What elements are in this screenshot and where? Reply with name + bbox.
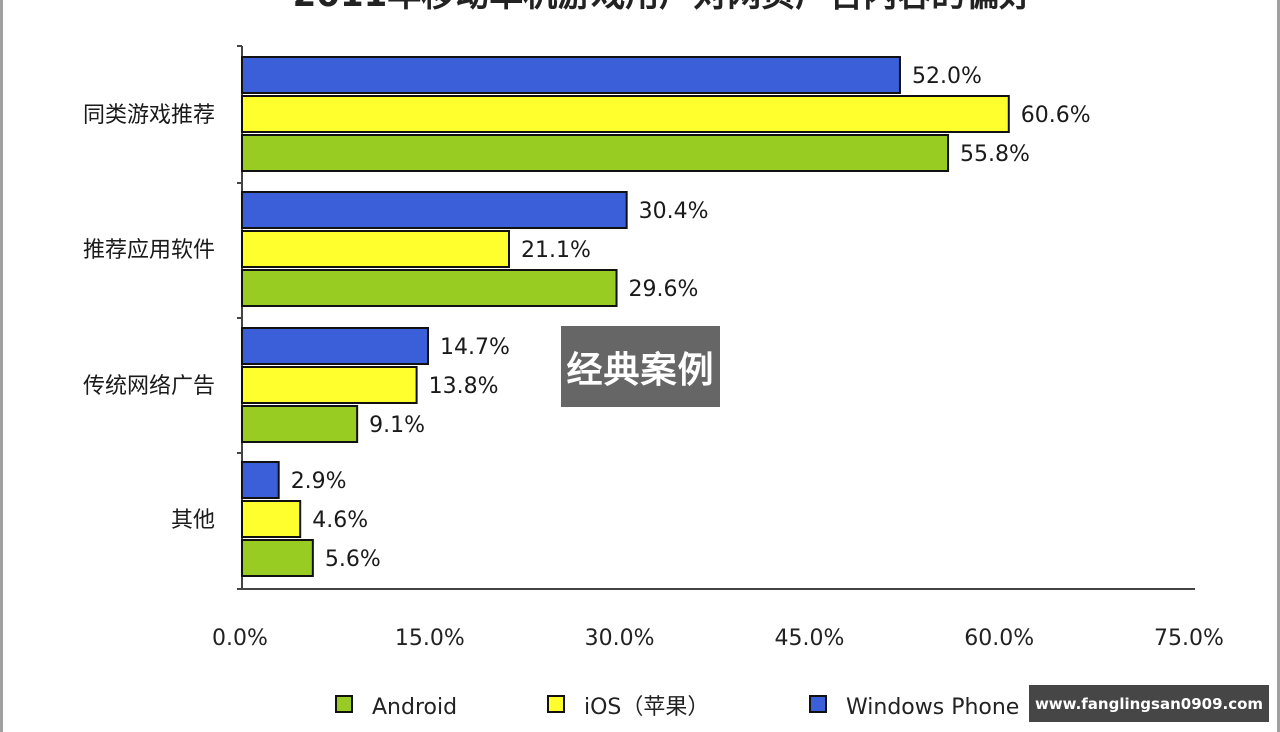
bar-android-0 xyxy=(241,134,950,172)
bar-windows-phone-2 xyxy=(241,327,430,365)
data-label: 55.8% xyxy=(960,142,1030,167)
data-label: 4.6% xyxy=(312,508,368,533)
x-tick-label: 75.0% xyxy=(1154,626,1224,651)
bar-ios--3 xyxy=(241,500,302,538)
bar-ios--0 xyxy=(241,95,1010,133)
category-label: 其他 xyxy=(171,508,215,533)
data-label: 14.7% xyxy=(440,335,510,360)
category-label: 同类游戏推荐 xyxy=(83,103,215,128)
watermark-badge: 经典案例 xyxy=(561,326,720,407)
legend-swatch xyxy=(547,695,565,713)
x-tick-label: 0.0% xyxy=(212,626,268,651)
legend-label: iOS（苹果） xyxy=(584,695,709,720)
data-label: 2.9% xyxy=(291,469,347,494)
bar-ios--2 xyxy=(241,366,418,404)
x-tick-label: 45.0% xyxy=(774,626,844,651)
legend-label: Windows Phone xyxy=(846,695,1019,720)
x-tick-label: 60.0% xyxy=(964,626,1034,651)
data-label: 29.6% xyxy=(629,277,699,302)
data-label: 21.1% xyxy=(521,238,591,263)
bar-windows-phone-0 xyxy=(241,56,901,94)
data-label: 5.6% xyxy=(325,547,381,572)
bar-ios--1 xyxy=(241,230,510,268)
category-label: 传统网络广告 xyxy=(83,374,215,399)
x-tick-label: 15.0% xyxy=(395,626,465,651)
legend-swatch xyxy=(335,695,353,713)
chart-title: 2011年移动单机游戏用户对网页广告内容的偏好 xyxy=(293,0,1034,15)
bar-chart: 2011年移动单机游戏用户对网页广告内容的偏好 52.0% 60.6% 55.8% 同类… xyxy=(83,0,1224,720)
data-label: 30.4% xyxy=(639,199,709,224)
legend-swatch xyxy=(809,695,827,713)
x-tick-label: 30.0% xyxy=(585,626,655,651)
bar-android-3 xyxy=(241,539,314,577)
data-label: 60.6% xyxy=(1021,103,1091,128)
website-url-badge[interactable]: www.fanglingsan0909.com xyxy=(1029,685,1269,722)
legend-label: Android xyxy=(372,695,457,720)
data-label: 13.8% xyxy=(429,374,499,399)
bar-windows-phone-3 xyxy=(241,461,280,499)
bar-windows-phone-1 xyxy=(241,191,628,229)
category-label: 推荐应用软件 xyxy=(83,238,215,263)
data-label: 9.1% xyxy=(369,413,425,438)
bar-android-2 xyxy=(241,405,359,443)
data-label: 52.0% xyxy=(912,64,982,89)
bar-android-1 xyxy=(241,269,618,307)
